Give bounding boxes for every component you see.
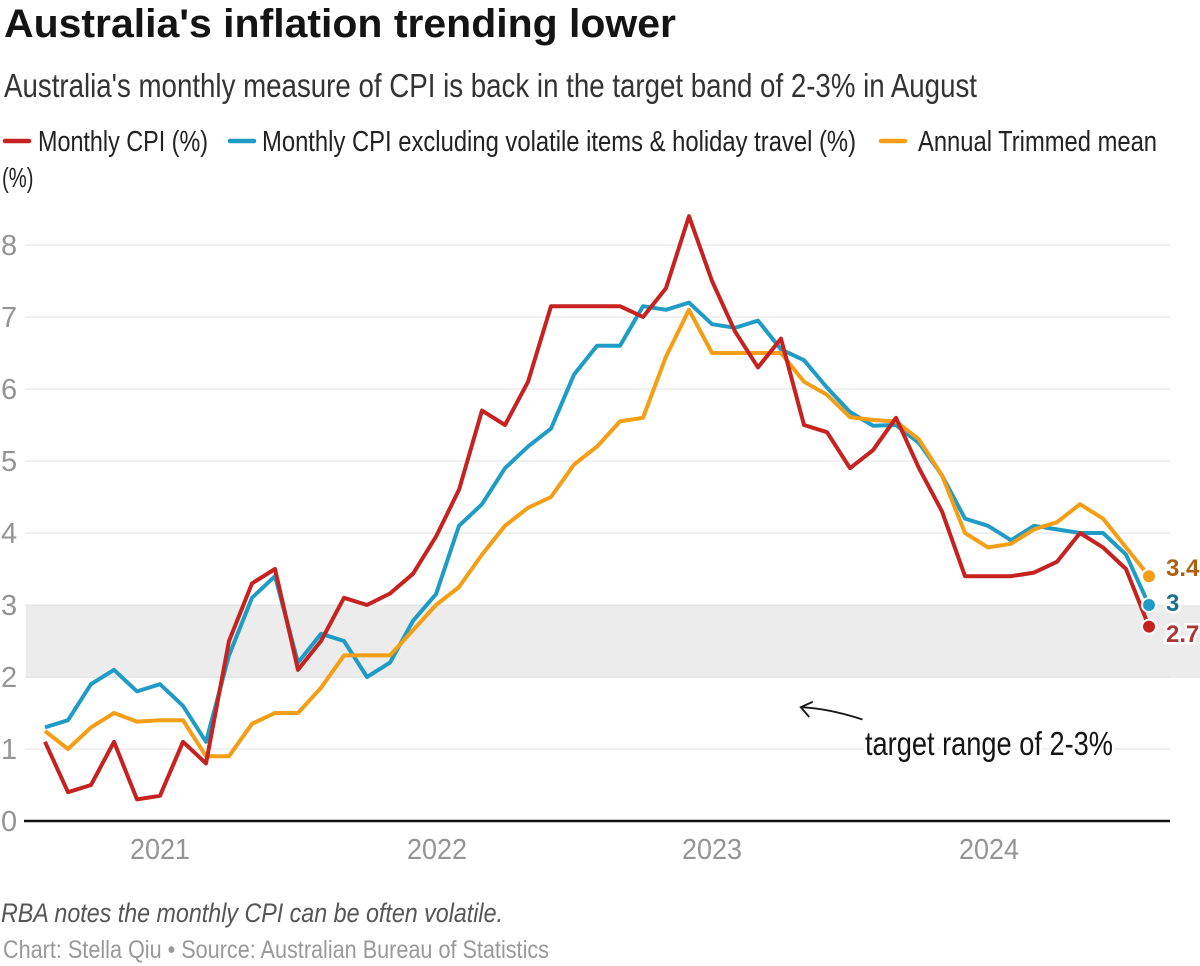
- svg-text:Australia's inflation trending: Australia's inflation trending lower: [4, 2, 676, 46]
- svg-text:5: 5: [1, 446, 17, 478]
- svg-text:2: 2: [1, 662, 17, 694]
- svg-text:RBA notes the monthly CPI can: RBA notes the monthly CPI can be often v…: [1, 898, 503, 928]
- svg-text:2021: 2021: [130, 834, 190, 866]
- svg-text:(%): (%): [2, 162, 34, 193]
- svg-text:target range of 2-3%: target range of 2-3%: [865, 725, 1113, 762]
- svg-text:2.7: 2.7: [1166, 621, 1199, 648]
- svg-text:3: 3: [1166, 590, 1179, 617]
- svg-text:Australia's monthly measure of: Australia's monthly measure of CPI is ba…: [4, 67, 977, 104]
- svg-text:3.4: 3.4: [1166, 555, 1200, 582]
- svg-text:6: 6: [1, 374, 17, 406]
- svg-text:0: 0: [1, 806, 17, 838]
- svg-text:8: 8: [1, 230, 17, 262]
- svg-text:Monthly CPI (%): Monthly CPI (%): [38, 126, 208, 158]
- svg-text:Monthly CPI excluding volatile: Monthly CPI excluding volatile items & h…: [262, 126, 856, 158]
- svg-text:Annual Trimmed mean: Annual Trimmed mean: [918, 126, 1157, 158]
- svg-text:Chart: Stella Qiu • Source: Au: Chart: Stella Qiu • Source: Australian B…: [3, 936, 549, 964]
- svg-text:2024: 2024: [959, 834, 1019, 866]
- svg-text:4: 4: [1, 518, 17, 550]
- svg-text:2022: 2022: [407, 834, 467, 866]
- svg-text:7: 7: [1, 302, 17, 334]
- svg-text:2023: 2023: [682, 834, 742, 866]
- svg-text:1: 1: [1, 734, 17, 766]
- svg-text:3: 3: [1, 590, 17, 622]
